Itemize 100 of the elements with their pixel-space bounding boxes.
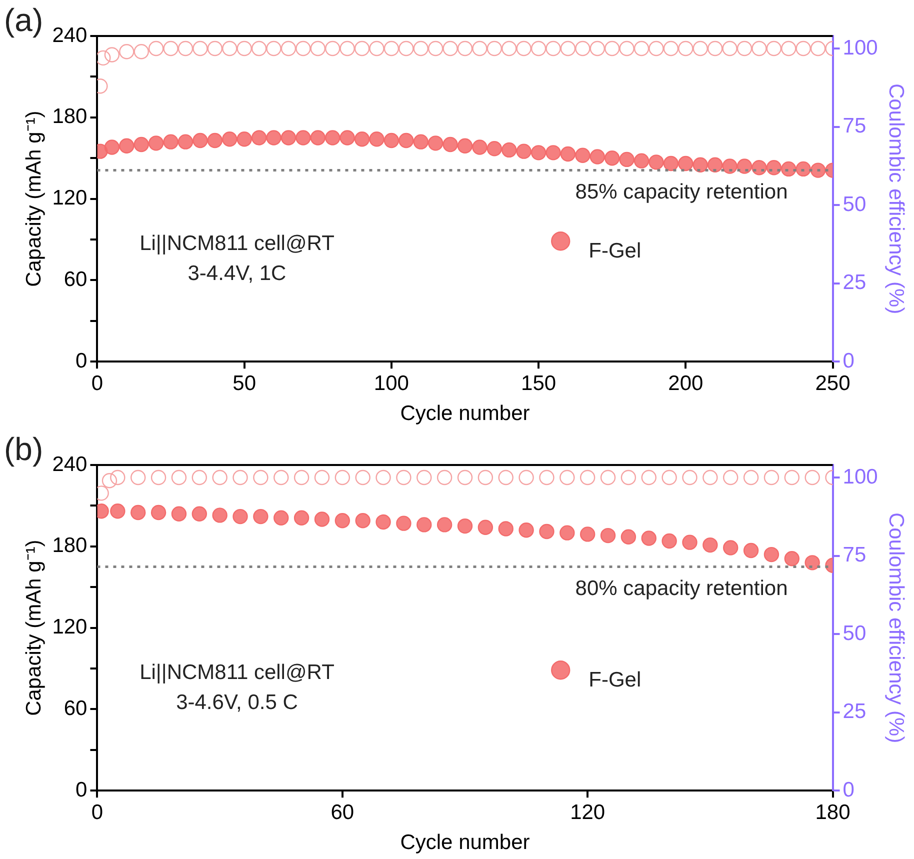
point (104, 47, 120, 62)
y-tick-label: 240 (52, 452, 88, 476)
point (743, 542, 759, 558)
y-tick-label: 60 (64, 268, 88, 291)
point (163, 134, 178, 150)
point (369, 40, 384, 56)
x-tick-label: 150 (521, 372, 556, 395)
point (192, 470, 207, 486)
point (804, 555, 820, 570)
point (502, 142, 517, 158)
point (810, 40, 826, 56)
point (222, 40, 238, 56)
y-tick-label: 0 (76, 778, 88, 802)
point (530, 40, 546, 56)
point (102, 473, 118, 488)
point (369, 132, 384, 147)
point (376, 514, 391, 530)
point (518, 522, 534, 538)
point (178, 134, 194, 150)
point (294, 510, 310, 526)
point (707, 40, 723, 56)
point (600, 470, 616, 486)
point (560, 40, 576, 56)
point (280, 40, 296, 56)
point (804, 470, 820, 486)
annotation: 3-4.6V, 0.5 C (176, 691, 298, 714)
x-tick-label: 50 (232, 372, 256, 395)
point (119, 138, 134, 154)
point (314, 470, 330, 486)
point (134, 136, 149, 152)
point (376, 470, 391, 486)
point (619, 40, 634, 56)
y-tick-label: 240 (52, 24, 88, 47)
point (486, 141, 502, 156)
point (575, 148, 590, 163)
point (634, 153, 650, 168)
point (580, 526, 596, 542)
point (498, 470, 514, 486)
legend-label: F-Gel (588, 668, 642, 692)
point (641, 470, 656, 486)
point (325, 40, 340, 56)
x-tick-label: 180 (815, 800, 850, 824)
point (619, 152, 634, 168)
point (413, 40, 428, 56)
point (604, 40, 620, 56)
y-axis-title: Capacity (mAh g⁻¹) (22, 540, 46, 716)
point (662, 533, 677, 549)
ref-line-label: 85% capacity retention (575, 180, 788, 204)
point (150, 504, 166, 520)
point (355, 470, 370, 486)
annotation: 3-4.4V, 1C (188, 262, 286, 286)
point (251, 40, 267, 56)
y2-tick-label: 25 (842, 271, 866, 294)
point (662, 470, 677, 486)
point (442, 136, 458, 152)
point (472, 140, 488, 155)
point (723, 540, 738, 556)
point (600, 528, 616, 544)
y-tick-label: 60 (64, 696, 88, 720)
point (530, 145, 546, 160)
point (784, 470, 800, 486)
point (384, 40, 400, 56)
point (634, 40, 650, 56)
point (192, 132, 208, 148)
point (516, 144, 532, 159)
x-tick-label: 120 (570, 800, 606, 824)
point (736, 158, 752, 174)
point (280, 130, 296, 146)
point (457, 518, 473, 534)
point (310, 40, 326, 56)
point (736, 40, 752, 56)
point (104, 140, 120, 155)
point (134, 44, 149, 60)
point (560, 525, 575, 540)
point (416, 470, 432, 486)
point (334, 470, 350, 486)
point (457, 40, 473, 56)
point (294, 470, 310, 486)
ref-line-label: 80% capacity retention (575, 577, 788, 600)
point (692, 157, 708, 172)
point (752, 160, 767, 176)
point (781, 40, 796, 56)
point (472, 40, 488, 56)
point (192, 40, 208, 56)
point (516, 40, 532, 56)
y2-tick-label: 75 (842, 544, 866, 567)
point (722, 158, 738, 174)
point (682, 470, 698, 486)
point (498, 521, 514, 536)
point (590, 149, 605, 164)
point (119, 44, 134, 60)
point (641, 530, 656, 546)
y-tick-label: 0 (76, 349, 88, 372)
point (766, 160, 782, 176)
point (274, 510, 289, 526)
point (340, 130, 355, 146)
point (207, 132, 223, 148)
x-tick-label: 60 (330, 800, 354, 824)
point (110, 470, 126, 486)
point (560, 470, 575, 486)
